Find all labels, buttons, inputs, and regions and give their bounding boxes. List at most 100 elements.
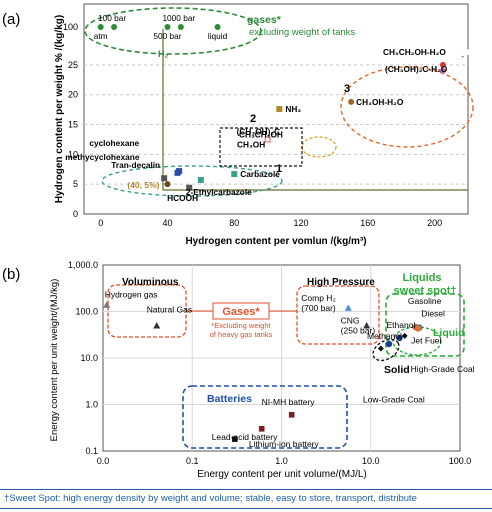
energy-point-label: Ethanol [387, 320, 416, 330]
compound-point [197, 177, 204, 184]
panel-a-y-tick: 15 [68, 120, 78, 130]
gases-badge-label: Gases* [222, 306, 260, 318]
panel-b-y-tick: 1,000.0 [68, 260, 98, 270]
liquid-label: Liquid [433, 327, 465, 339]
energy-point-label: High-Grade Coal [411, 364, 475, 374]
energy-point [258, 426, 265, 432]
compound-label: (CH₃OH)₂C [237, 126, 280, 136]
batteries-title: Batteries [207, 393, 252, 405]
energy-point-label: Natural Gas [147, 304, 192, 314]
panel-a: (a) 0 5 10 15 20 25 100 0 40 80 120 160 200 Hydrogen… [2, 3, 474, 247]
group-2-box [219, 127, 303, 167]
panel-a-x-label: Hydrogen content per vomlun /(kg/m³) [185, 236, 366, 247]
panel-a-x-tick: 0 [98, 218, 103, 228]
energy-point [401, 332, 408, 339]
gas-label: 1000 bar [162, 13, 195, 23]
gas-point [177, 24, 184, 30]
panel-b-point-labels: Hydrogen gas Natural Gas Comp H₂ (700 bar)C… [105, 290, 475, 449]
batteries-box [182, 385, 348, 449]
energy-point-label: Lithium-ion battery [249, 439, 320, 449]
energy-point [153, 321, 161, 329]
gases-note: *Excluding weight of heavy gas tanks [210, 321, 273, 339]
panel-a-y-tick: 10 [68, 149, 78, 159]
compound-point [231, 171, 238, 178]
panel-b-x-tick: 0.1 [186, 456, 199, 466]
gas-point [97, 24, 104, 30]
compound-point [264, 136, 271, 143]
group-3-ellipse [340, 66, 474, 148]
panel-a-x-tick: 160 [360, 218, 375, 228]
gases-subtitle: excluding weight of tanks [249, 27, 355, 38]
gases-ellipse [84, 7, 262, 55]
energy-point-label: Lead-acid battery [212, 432, 278, 442]
compound-point [276, 106, 283, 113]
panel-a-label: (a) [2, 11, 20, 28]
energy-point-label: Hydrogen gas [105, 290, 158, 300]
panel-a-y-tick: 25 [68, 60, 78, 70]
energy-point-label: NI-MH battery [262, 397, 316, 407]
compound-label: CH₃OH-H₂O [356, 97, 404, 107]
energy-point-label: Comp H₂ (700 bar) [301, 293, 336, 313]
compound-point [439, 67, 446, 74]
high-pressure-title: High Pressure [307, 277, 375, 288]
sweet-spot-title: Liquids sweet spot† [394, 272, 457, 297]
solid-label: Solid [384, 364, 410, 376]
energy-point-label: Low-Grade Coal [363, 395, 425, 405]
panel-a-compound-points [161, 61, 446, 191]
panel-a-y-tick: 100 [63, 22, 78, 32]
group-1-ellipse [101, 165, 283, 197]
panel-a-gridlines [84, 64, 468, 185]
group-1-label: 1 [276, 163, 282, 175]
panel-a-x-tick: 40 [162, 218, 172, 228]
gases-title: gases* [247, 14, 282, 26]
panel-a-y-tick: 5 [73, 179, 78, 189]
panel-b-x-tick: 0.0 [97, 456, 110, 466]
panel-a-y-tick: 0 [73, 209, 78, 219]
energy-point [377, 345, 384, 352]
compound-point [348, 98, 355, 105]
gas-point [164, 24, 171, 30]
compound-point [439, 61, 446, 68]
panel-a-tick-labels: 0 5 10 15 20 25 100 0 40 80 120 160 200 [63, 22, 442, 228]
panel-a-y-tick: 20 [68, 90, 78, 100]
compound-label: 2-Ethylcarbazole [186, 187, 252, 197]
gas-label: 100 bar [98, 13, 126, 23]
group-2-label: 2 [250, 113, 256, 125]
panel-a-x-tick: 80 [229, 218, 239, 228]
panel-b-y-label: Energy content per unit weight/(MJ/kg) [49, 279, 60, 442]
compound-label: CH₃OH [237, 139, 265, 149]
compound-label: methycyclohexane [65, 152, 140, 162]
compound-point [186, 184, 193, 191]
panel-a-plot-area [83, 3, 469, 215]
panel-b-points [103, 301, 423, 442]
gas-label: liquid [208, 31, 228, 41]
energy-point [385, 340, 393, 348]
energy-point-label: Gasoline [408, 296, 442, 306]
compound-label: Tran-decalin [111, 160, 160, 170]
high-pressure-box [296, 285, 380, 345]
gas-point [111, 24, 118, 30]
gas-point [214, 24, 221, 30]
panel-b-y-tick: 100.0 [75, 307, 98, 317]
panel-b-x-tick: 10.0 [362, 456, 380, 466]
panel-a-axis-break [461, 48, 473, 58]
panel-b-y-tick: 0.1 [85, 446, 98, 456]
compound-label: Carbazole [240, 169, 280, 179]
h2-reference-lines [162, 29, 468, 191]
compound-label: NH₃ [285, 104, 301, 114]
energy-point [103, 301, 111, 308]
compound-label: CH₃CH₂OH [239, 129, 283, 139]
energy-point [396, 334, 403, 342]
reference-point [164, 181, 171, 188]
panel-a-y-label: Hydrogen content per weight % /(kg/kg) [54, 15, 65, 203]
solid-ellipse [372, 338, 400, 362]
gas-label: 500 bar [153, 31, 181, 41]
panel-b-x-tick: 1.0 [275, 456, 288, 466]
compound-label: cyclohexane [89, 138, 139, 148]
gas-label: atm [94, 31, 108, 41]
energy-point [363, 321, 371, 329]
energy-point [344, 304, 352, 311]
